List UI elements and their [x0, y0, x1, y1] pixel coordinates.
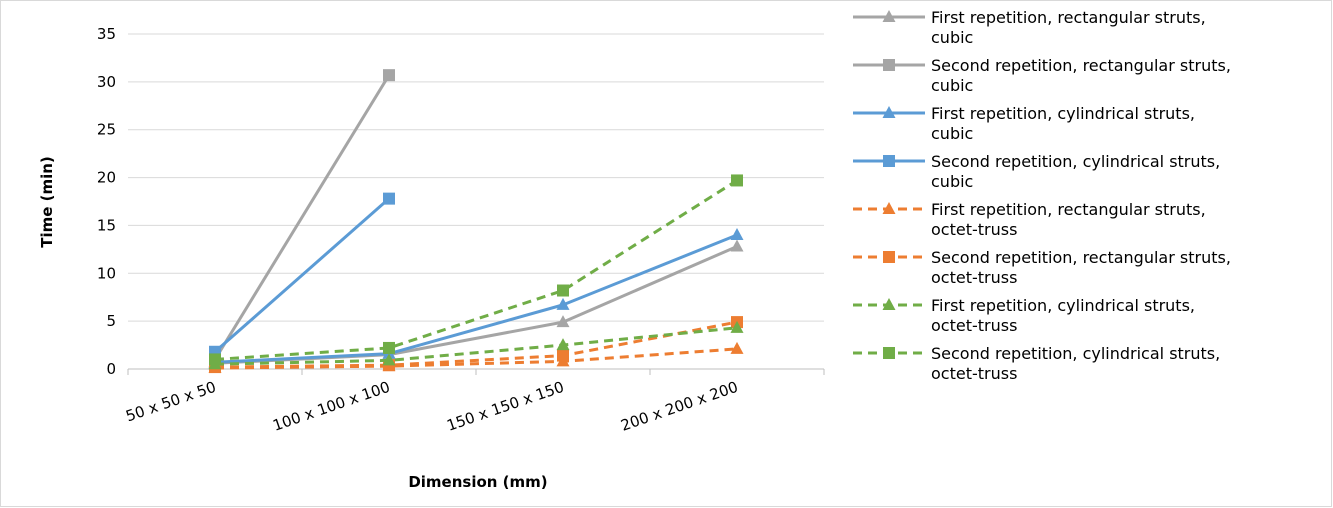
- data-point: [730, 228, 744, 240]
- series-line: [214, 320, 738, 369]
- series-line: [214, 326, 738, 366]
- data-point: [730, 320, 744, 333]
- y-tick-label: 15: [97, 216, 116, 234]
- legend-label: First repetition, rectangular struts,: [931, 200, 1206, 219]
- series-line: [214, 197, 390, 353]
- y-tick-labels: 0 5 10 15 20 25 30 35: [97, 25, 116, 378]
- x-tick-label: 200 x 200 x 200: [618, 378, 740, 435]
- legend-label: cubic: [931, 124, 973, 143]
- series-line: [214, 179, 738, 361]
- legend-label: First repetition, rectangular struts,: [931, 8, 1206, 27]
- y-tick-label: 20: [97, 169, 116, 187]
- legend-marker: [883, 251, 895, 263]
- data-point: [383, 69, 395, 82]
- y-axis-title: Time (min): [38, 156, 56, 248]
- legend-label: cubic: [931, 172, 973, 191]
- data-point: [556, 338, 570, 351]
- legend-label: Second repetition, rectangular struts,: [931, 248, 1231, 267]
- legend-label: First repetition, cylindrical struts,: [931, 296, 1195, 315]
- legend-label: cubic: [931, 76, 973, 95]
- x-tick-label: 100 x 100 x 100: [270, 378, 392, 435]
- y-tick-label: 5: [106, 312, 116, 330]
- data-point: [730, 239, 744, 252]
- legend-marker: [883, 155, 895, 167]
- legend-label: First repetition, cylindrical struts,: [931, 104, 1195, 123]
- data-point: [730, 341, 744, 354]
- data-point: [557, 349, 569, 362]
- data-point: [731, 174, 743, 187]
- legend-label: octet-truss: [931, 364, 1017, 383]
- x-tick-label: 50 x 50 x 50: [123, 378, 218, 426]
- y-tick-label: 35: [97, 25, 116, 43]
- legend-entry: First repetition, rectangular struts,oct…: [853, 200, 1206, 239]
- data-point: [556, 297, 570, 310]
- y-tick-label: 10: [97, 264, 116, 282]
- legend-marker: [882, 10, 896, 22]
- legend-marker: [882, 298, 896, 310]
- series-1: [208, 239, 744, 369]
- series-3: [208, 228, 744, 368]
- axes: [127, 368, 825, 375]
- legend-label: cubic: [931, 28, 973, 47]
- legend-entry: First repetition, cylindrical struts,cub…: [853, 104, 1195, 143]
- data-point: [209, 353, 221, 366]
- data-point: [382, 353, 396, 366]
- y-tick-label: 25: [97, 121, 116, 139]
- series-line: [214, 233, 738, 364]
- data-point: [557, 284, 569, 297]
- series-line: [214, 347, 738, 370]
- series-line: [213, 74, 391, 361]
- x-tick-label: 150 x 150 x 150: [444, 378, 566, 435]
- legend-entry: Second repetition, cylindrical struts,oc…: [853, 344, 1220, 383]
- series-8: [209, 174, 743, 366]
- legend-marker: [883, 59, 895, 71]
- y-tick-label: 0: [106, 360, 116, 378]
- legend-label: Second repetition, cylindrical struts,: [931, 152, 1220, 171]
- series-layer: [208, 69, 744, 374]
- legend-entry: First repetition, rectangular struts,cub…: [853, 8, 1206, 47]
- data-point: [383, 341, 395, 354]
- x-axis-title: Dimension (mm): [408, 473, 547, 491]
- legend-label: octet-truss: [931, 220, 1017, 239]
- gridlines: [128, 33, 824, 322]
- legend-label: octet-truss: [931, 316, 1017, 335]
- legend-entry: Second repetition, cylindrical struts,cu…: [853, 152, 1220, 191]
- data-point: [556, 315, 570, 328]
- legend-marker: [882, 106, 896, 118]
- legend-label: Second repetition, cylindrical struts,: [931, 344, 1220, 363]
- legend-marker: [883, 347, 895, 359]
- data-point: [383, 192, 395, 205]
- legend-label: octet-truss: [931, 268, 1017, 287]
- legend: First repetition, rectangular struts,cub…: [853, 8, 1231, 383]
- legend-entry: First repetition, cylindrical struts,oct…: [853, 296, 1195, 335]
- legend-label: Second repetition, rectangular struts,: [931, 56, 1231, 75]
- legend-marker: [882, 202, 896, 214]
- legend-entry: Second repetition, rectangular struts,cu…: [853, 56, 1231, 95]
- series-line: [214, 245, 738, 365]
- legend-entry: Second repetition, rectangular struts,oc…: [853, 248, 1231, 287]
- y-tick-label: 30: [97, 73, 116, 91]
- x-tick-labels: 50 x 50 x 50 100 x 100 x 100 150 x 150 x 1…: [123, 378, 740, 435]
